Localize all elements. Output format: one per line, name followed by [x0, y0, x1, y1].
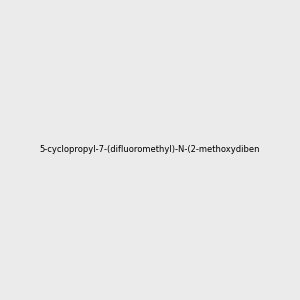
Text: 5-cyclopropyl-7-(difluoromethyl)-N-(2-methoxydiben: 5-cyclopropyl-7-(difluoromethyl)-N-(2-me… — [40, 146, 260, 154]
